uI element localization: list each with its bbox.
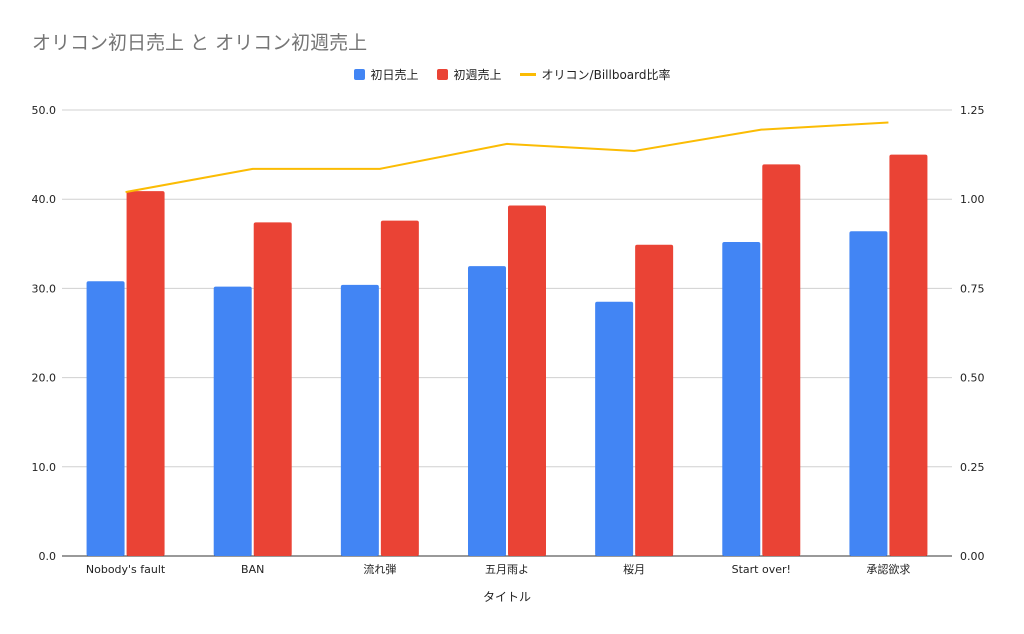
bar-first-week (380, 220, 419, 556)
bar-first-week (126, 191, 165, 556)
x-tick-label: Nobody's fault (86, 563, 166, 576)
y-left-tick-label: 30.0 (32, 282, 57, 295)
legend-item-first-day: 初日売上 (353, 66, 419, 83)
bar-first-day (468, 266, 506, 556)
bar-first-week (253, 222, 292, 556)
bar-first-week (635, 244, 674, 556)
legend-swatch-ratio (519, 73, 536, 76)
y-left-tick-label: 20.0 (32, 372, 57, 385)
x-tick-label: 五月雨よ (485, 563, 529, 576)
legend-swatch-first-week (436, 69, 448, 80)
legend-swatch-first-day (353, 69, 365, 80)
chart-title: オリコン初日売上 と オリコン初週売上 (32, 32, 368, 54)
y-left-tick-label: 50.0 (32, 104, 57, 117)
x-axis-title: タイトル (483, 590, 531, 604)
x-tick-label: 承認欲求 (866, 562, 910, 576)
y-left-tick-label: 10.0 (32, 461, 57, 474)
y-right-tick-label: 0.75 (960, 282, 985, 295)
y-right-tick-label: 0.50 (960, 372, 985, 385)
bar-first-day (595, 301, 634, 556)
legend-label-ratio: オリコン/Billboard比率 (541, 68, 671, 82)
x-tick-label: 流れ弾 (363, 562, 396, 576)
x-tick-label: BAN (241, 563, 264, 576)
legend-label-first-week: 初週売上 (453, 68, 502, 82)
bar-first-week (508, 205, 546, 556)
x-tick-label: 桜月 (623, 562, 645, 576)
legend-item-first-week: 初週売上 (436, 66, 502, 83)
bar-first-day (722, 242, 761, 557)
line-ratio (125, 121, 889, 194)
y-right-tick-label: 1.25 (960, 104, 985, 117)
y-left-tick-label: 0.0 (39, 550, 57, 563)
y-right-tick-label: 0.00 (960, 550, 985, 563)
y-right-tick-label: 0.25 (960, 461, 985, 474)
bar-first-week (762, 164, 801, 557)
y-right-tick-label: 1.00 (960, 193, 985, 206)
legend-label-first-day: 初日売上 (370, 68, 419, 82)
bar-first-week (889, 154, 928, 556)
y-left-tick-label: 40.0 (32, 193, 57, 206)
bar-first-day (86, 281, 125, 556)
bar-first-day (849, 231, 888, 556)
bar-first-day (340, 284, 379, 556)
legend: 初日売上 初週売上 オリコン/Billboard比率 (0, 66, 1024, 83)
bar-first-day (213, 286, 252, 556)
x-tick-label: Start over! (732, 563, 791, 576)
legend-item-ratio: オリコン/Billboard比率 (519, 66, 671, 83)
